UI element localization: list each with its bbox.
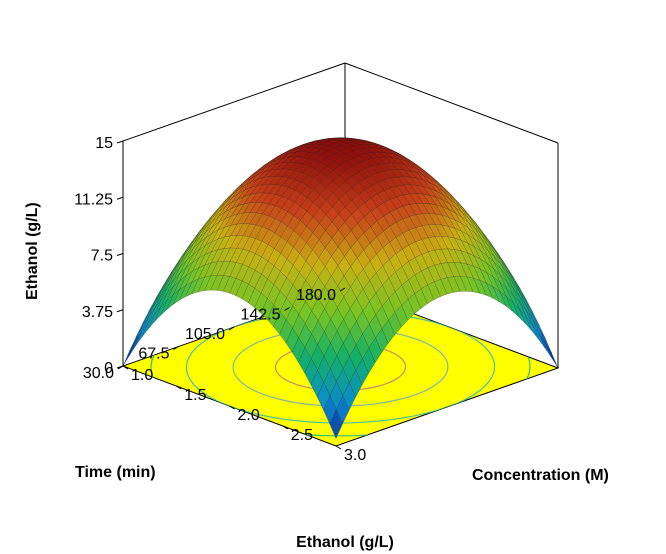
z-tick [116, 196, 124, 200]
x-tick-label: 1.0 [131, 367, 153, 384]
z-tick [116, 253, 124, 256]
y-axis-title: Time (min) [75, 464, 156, 481]
frame-edge [344, 62, 559, 144]
x-tick-label: 2.5 [291, 427, 313, 444]
response-surface [122, 137, 559, 439]
y-tick-label: 180.0 [296, 287, 336, 304]
z-tick [116, 309, 124, 313]
y-tick-label: 30.0 [83, 365, 114, 382]
axis-ticks: 0 3.75 7.5 11.25 15 30.0 67.5 105.0 142.5 180.0 1.… [74, 135, 366, 464]
z-axis-title: Ethanol (g/L) [24, 202, 41, 300]
y-tick-label: 142.5 [240, 307, 280, 324]
x-axis-title: Concentration (M) [472, 467, 609, 484]
x-tick [175, 385, 182, 390]
z-tick-label: 7.5 [91, 248, 113, 265]
z-tick-label: 15 [95, 135, 113, 152]
y-tick [228, 326, 235, 331]
chart-title: Ethanol (g/L) [296, 534, 394, 551]
z-tick-label: 3.75 [82, 304, 113, 321]
y-tick [339, 287, 346, 292]
y-tick [284, 307, 290, 311]
contour-line [232, 327, 449, 407]
z-tick-label: 0 [104, 360, 113, 377]
z-tick-label: 11.25 [74, 191, 113, 208]
z-tick [116, 140, 124, 144]
x-tick [282, 425, 289, 430]
frame-edge [122, 62, 346, 142]
surface-cell [538, 332, 552, 358]
surface-cell [329, 408, 343, 439]
x-tick-label: 2.0 [238, 407, 260, 424]
y-tick-label: 105.0 [185, 326, 225, 343]
x-tick-label: 1.5 [184, 387, 206, 404]
y-tick [117, 365, 124, 370]
x-tick-label: 3.0 [344, 447, 366, 464]
x-tick [335, 445, 342, 450]
x-tick [122, 365, 129, 370]
x-tick [229, 405, 235, 410]
y-tick [173, 346, 179, 350]
y-tick-label: 67.5 [138, 346, 169, 363]
